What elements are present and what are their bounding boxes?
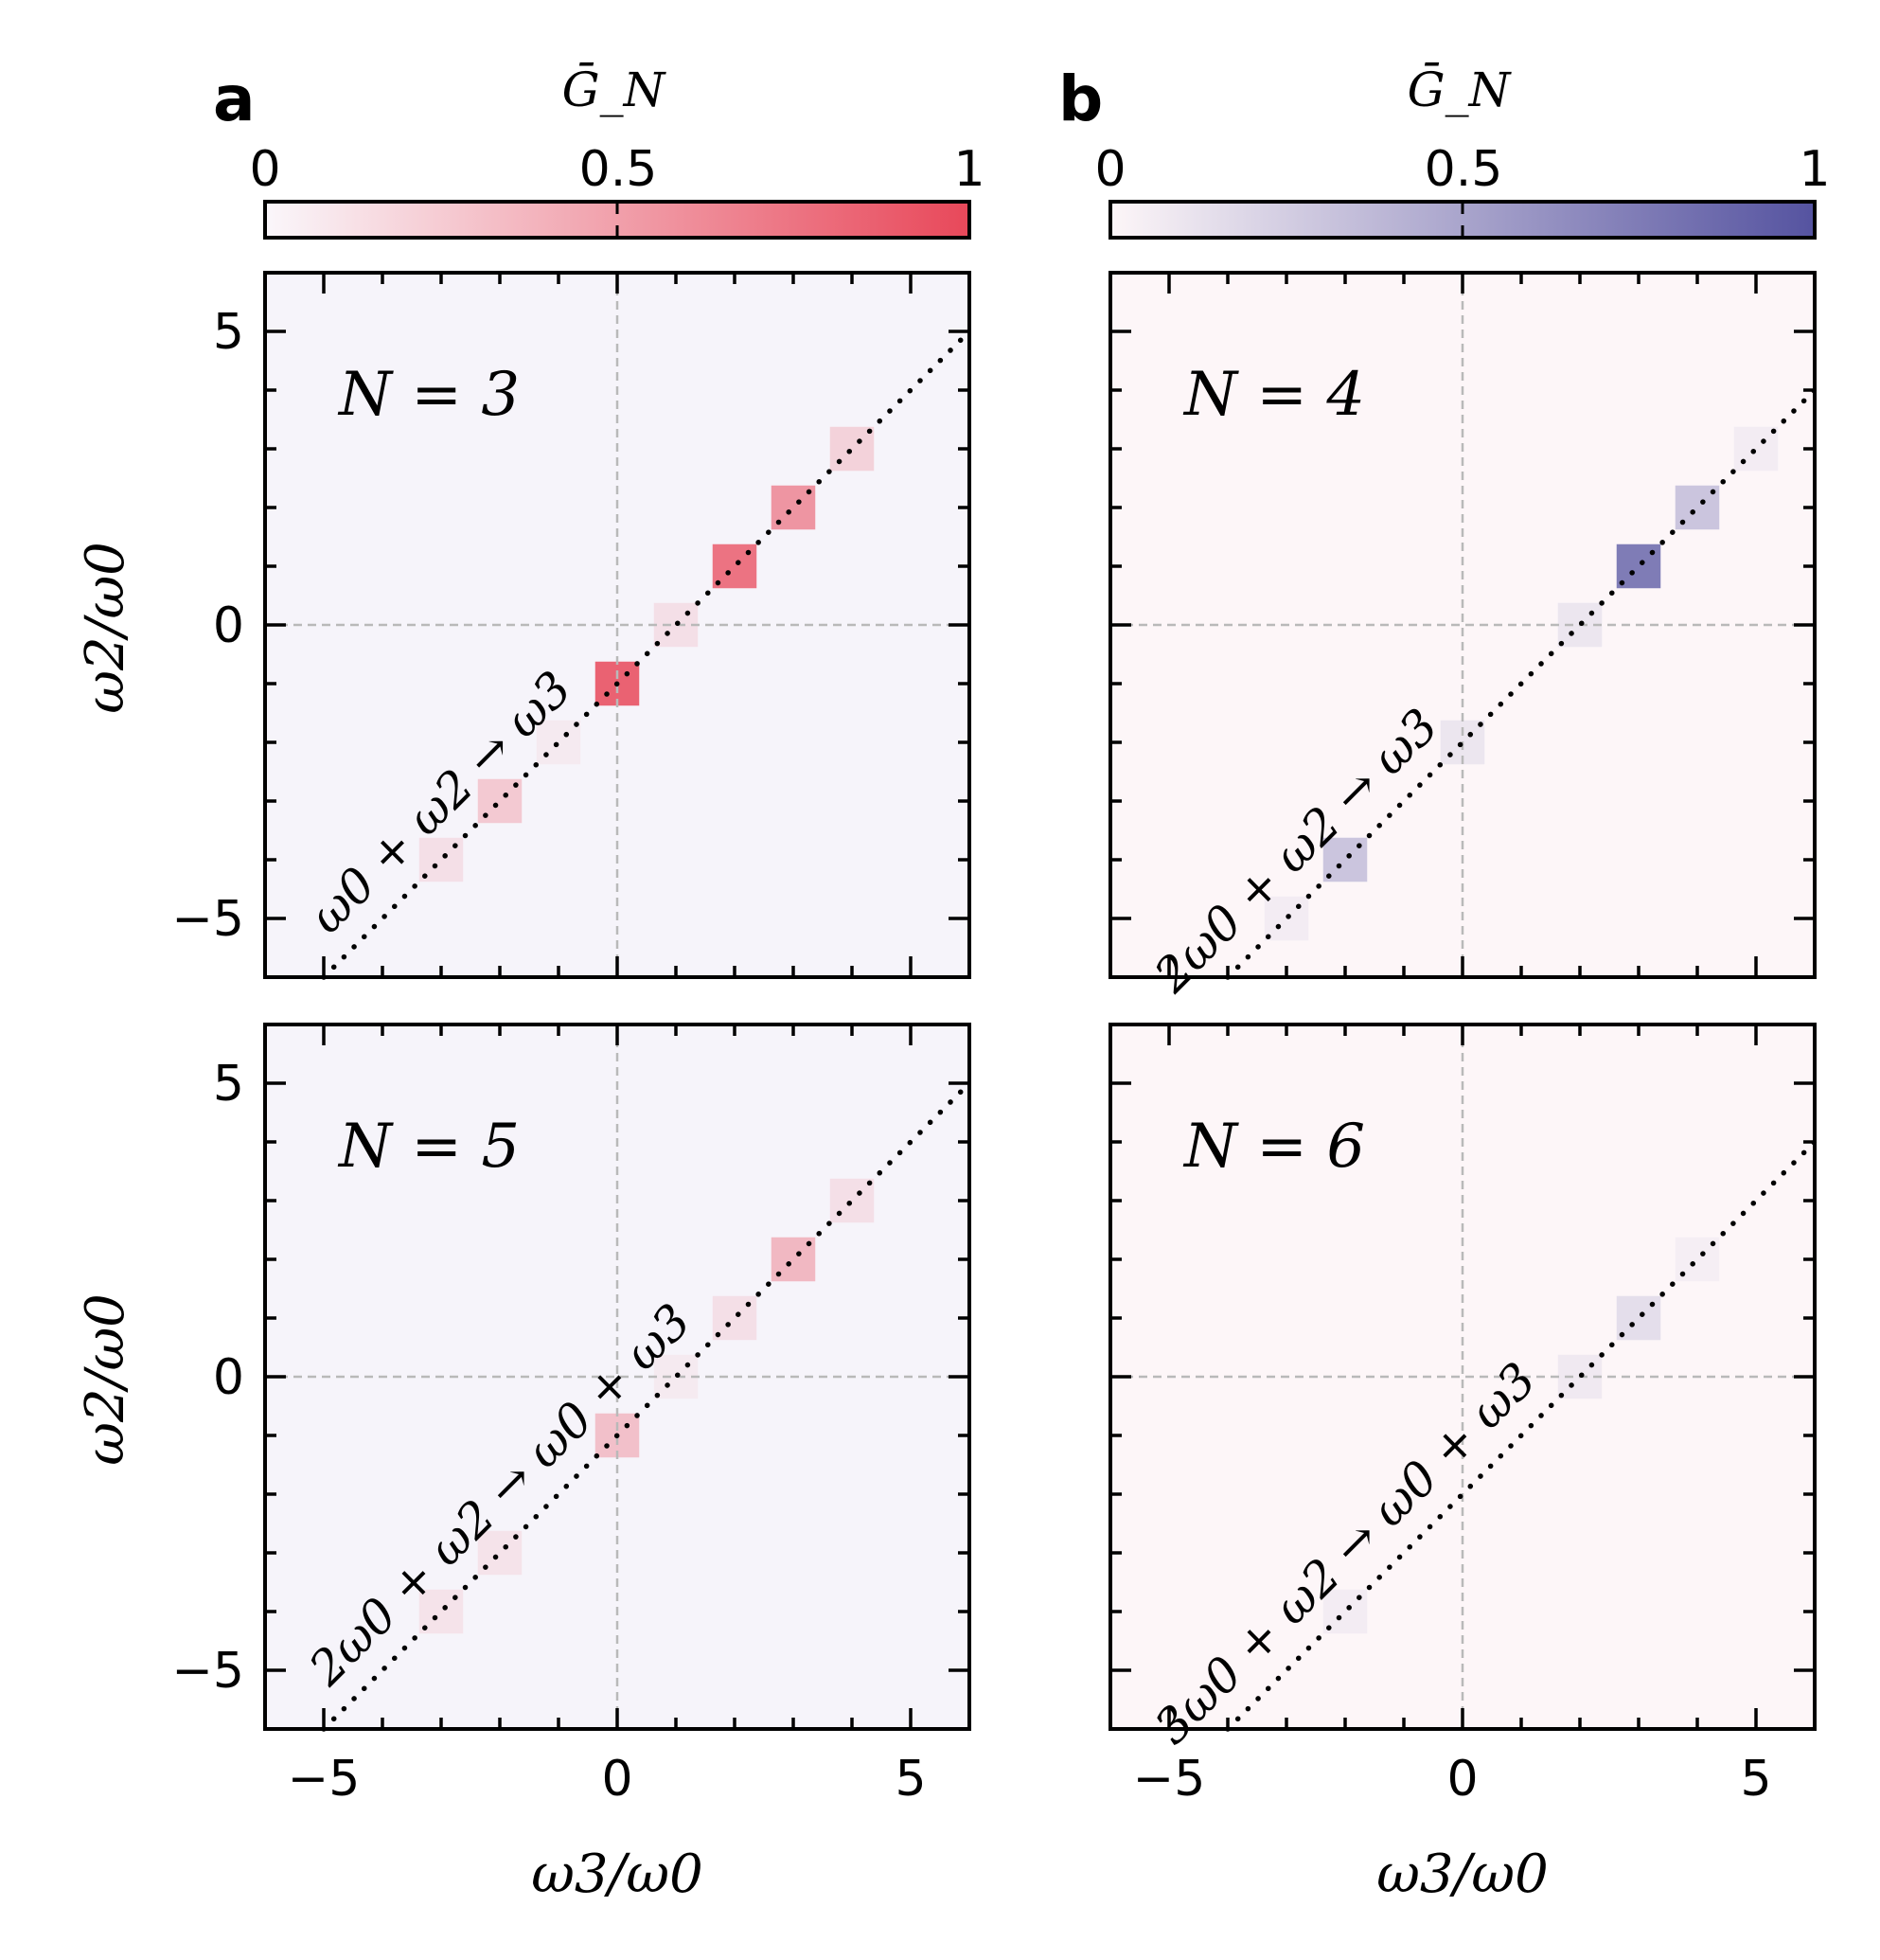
heatmap-cell [829,426,875,472]
colorbar-b: Ḡ_N 0 0.5 1 [1094,62,1831,240]
diagonal-dotted-line [321,1080,972,1732]
heatmap-cell [1264,896,1309,941]
diagonal-dotted-line [1225,387,1818,980]
panel-title: N = 5 [337,1112,520,1182]
panel-frame-2: −5 −5 0 0 5 5 [171,1023,971,1808]
colorbar-a-tick-1: 1 [953,141,984,198]
panel-title: N = 6 [1182,1112,1365,1182]
colorbar-a-tick-0: 0 [249,141,280,198]
y-tick-label: 0 [213,597,244,654]
heatmap-cell [1733,426,1779,472]
x-tick-label: −5 [288,1751,361,1808]
heatmap-cell [829,1178,875,1223]
heatmap-cell [536,720,581,765]
panel-frame-3: −5 0 5 [1108,1023,1817,1808]
x-tick-label: 0 [601,1751,632,1808]
y-tick-label: 5 [213,304,244,361]
panel-title: N = 4 [1182,360,1365,430]
panel-title: N = 3 [337,360,520,430]
colorbar-b-tick-0: 0 [1094,141,1126,198]
y-tick-label: 5 [213,1056,244,1113]
x-tick-label: 5 [1740,1751,1771,1808]
x-tick-label: 0 [1446,1751,1478,1808]
colorbar-b-tick-1: 1 [1799,141,1830,198]
colorbar-a-label: Ḡ_N [562,62,667,117]
panel-0: N = 3ω0 + ω2 → ω3 [265,273,972,980]
y-tick-label: −5 [171,891,244,948]
colorbar-a-tick-05: 0.5 [579,141,658,198]
colorbar-a: Ḡ_N 0 0.5 1 [249,62,985,240]
diagonal-dotted-line [1225,1139,1818,1732]
ylabel-bottom: ω2/ω0 [75,1293,136,1465]
panel-label-a: a [213,62,256,135]
colorbar-b-tick-05: 0.5 [1425,141,1503,198]
x-tick-label: 5 [895,1751,926,1808]
y-tick-label: −5 [171,1643,244,1700]
x-tick-label: −5 [1133,1751,1206,1808]
frames-layer: −5 0 5 −5 −5 0 0 5 5 −5 0 5 [171,271,1817,1808]
xlabel-right: ω3/ω0 [1376,1844,1548,1905]
colorbar-b-label: Ḡ_N [1408,62,1513,117]
panel-frame-0: −5 0 5 [171,271,971,979]
ylabel-top: ω2/ω0 [75,542,136,713]
diagonal-dotted-line [321,329,972,980]
y-tick-label: 0 [213,1349,244,1406]
panel-frame-1 [1108,271,1817,979]
panel-label-b: b [1058,62,1103,135]
xlabel-left: ω3/ω0 [531,1844,702,1905]
